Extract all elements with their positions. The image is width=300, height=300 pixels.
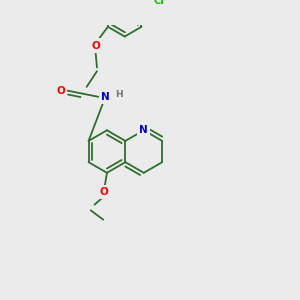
Text: H: H — [115, 90, 122, 99]
Text: N: N — [101, 92, 110, 102]
Text: O: O — [91, 40, 100, 51]
Text: N: N — [140, 125, 148, 135]
Text: O: O — [56, 85, 65, 96]
Text: O: O — [100, 187, 108, 197]
Text: Cl: Cl — [153, 0, 164, 6]
